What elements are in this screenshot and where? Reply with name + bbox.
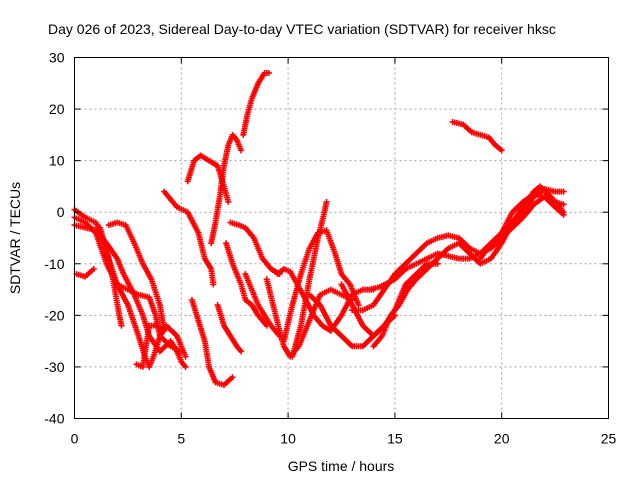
data-point	[229, 374, 236, 381]
series-arc-15	[227, 219, 283, 278]
y-tick-label: 20	[49, 101, 65, 117]
series-arc-20	[289, 198, 330, 360]
data-point	[560, 201, 567, 208]
series-arc-26	[449, 118, 505, 154]
x-tick-label: 5	[177, 431, 185, 447]
x-tick-label: 25	[601, 431, 617, 447]
data-point	[210, 281, 217, 288]
data-point	[238, 348, 245, 355]
y-tick-label: 30	[49, 50, 65, 66]
data-point	[238, 147, 245, 154]
y-tick-label: -40	[44, 411, 64, 427]
series-arc-8	[184, 152, 232, 205]
data-point	[178, 348, 185, 355]
grid	[74, 57, 609, 419]
data-point	[161, 327, 168, 334]
x-tick-label: 15	[387, 431, 403, 447]
series-arc-5	[97, 224, 185, 355]
series-arc-3	[73, 265, 97, 280]
series-arc-6	[105, 219, 168, 334]
x-tick-label: 0	[71, 431, 79, 447]
series-arc-12	[223, 240, 270, 329]
series-arc-13	[214, 302, 245, 355]
series-arc-10	[188, 296, 236, 388]
data-point	[498, 147, 505, 154]
y-tick-label: -20	[44, 307, 64, 323]
x-axis-label: GPS time / hours	[288, 458, 395, 474]
y-axis-label: SDTVAR / TECUs	[7, 182, 23, 294]
y-tick-label: 0	[57, 204, 65, 220]
data-points	[71, 69, 567, 388]
data-point	[90, 265, 97, 272]
data-point	[118, 322, 125, 329]
axis-ticks: 0 5 10 15 20 25 -40 -30 -20 -10 0 10 20 30	[44, 50, 616, 447]
y-tick-label: -10	[44, 256, 64, 272]
chart-title: Day 026 of 2023, Sidereal Day-to-day VTE…	[48, 21, 556, 37]
data-point	[323, 198, 330, 205]
data-point	[355, 302, 362, 309]
data-point	[225, 198, 232, 205]
x-tick-label: 20	[494, 431, 510, 447]
data-point	[560, 211, 567, 218]
data-point	[182, 363, 189, 370]
data-point	[182, 353, 189, 360]
plot-frame	[74, 57, 609, 419]
x-tick-label: 10	[280, 431, 296, 447]
data-point	[560, 188, 567, 195]
series-arc-11	[208, 131, 245, 247]
series-arc-9	[161, 188, 217, 288]
series-arc-14	[240, 69, 272, 138]
y-tick-label: -30	[44, 359, 64, 375]
y-tick-label: 10	[49, 153, 65, 169]
data-point	[265, 69, 272, 76]
series-arc-27	[477, 191, 567, 262]
series-arc-7	[133, 322, 168, 370]
